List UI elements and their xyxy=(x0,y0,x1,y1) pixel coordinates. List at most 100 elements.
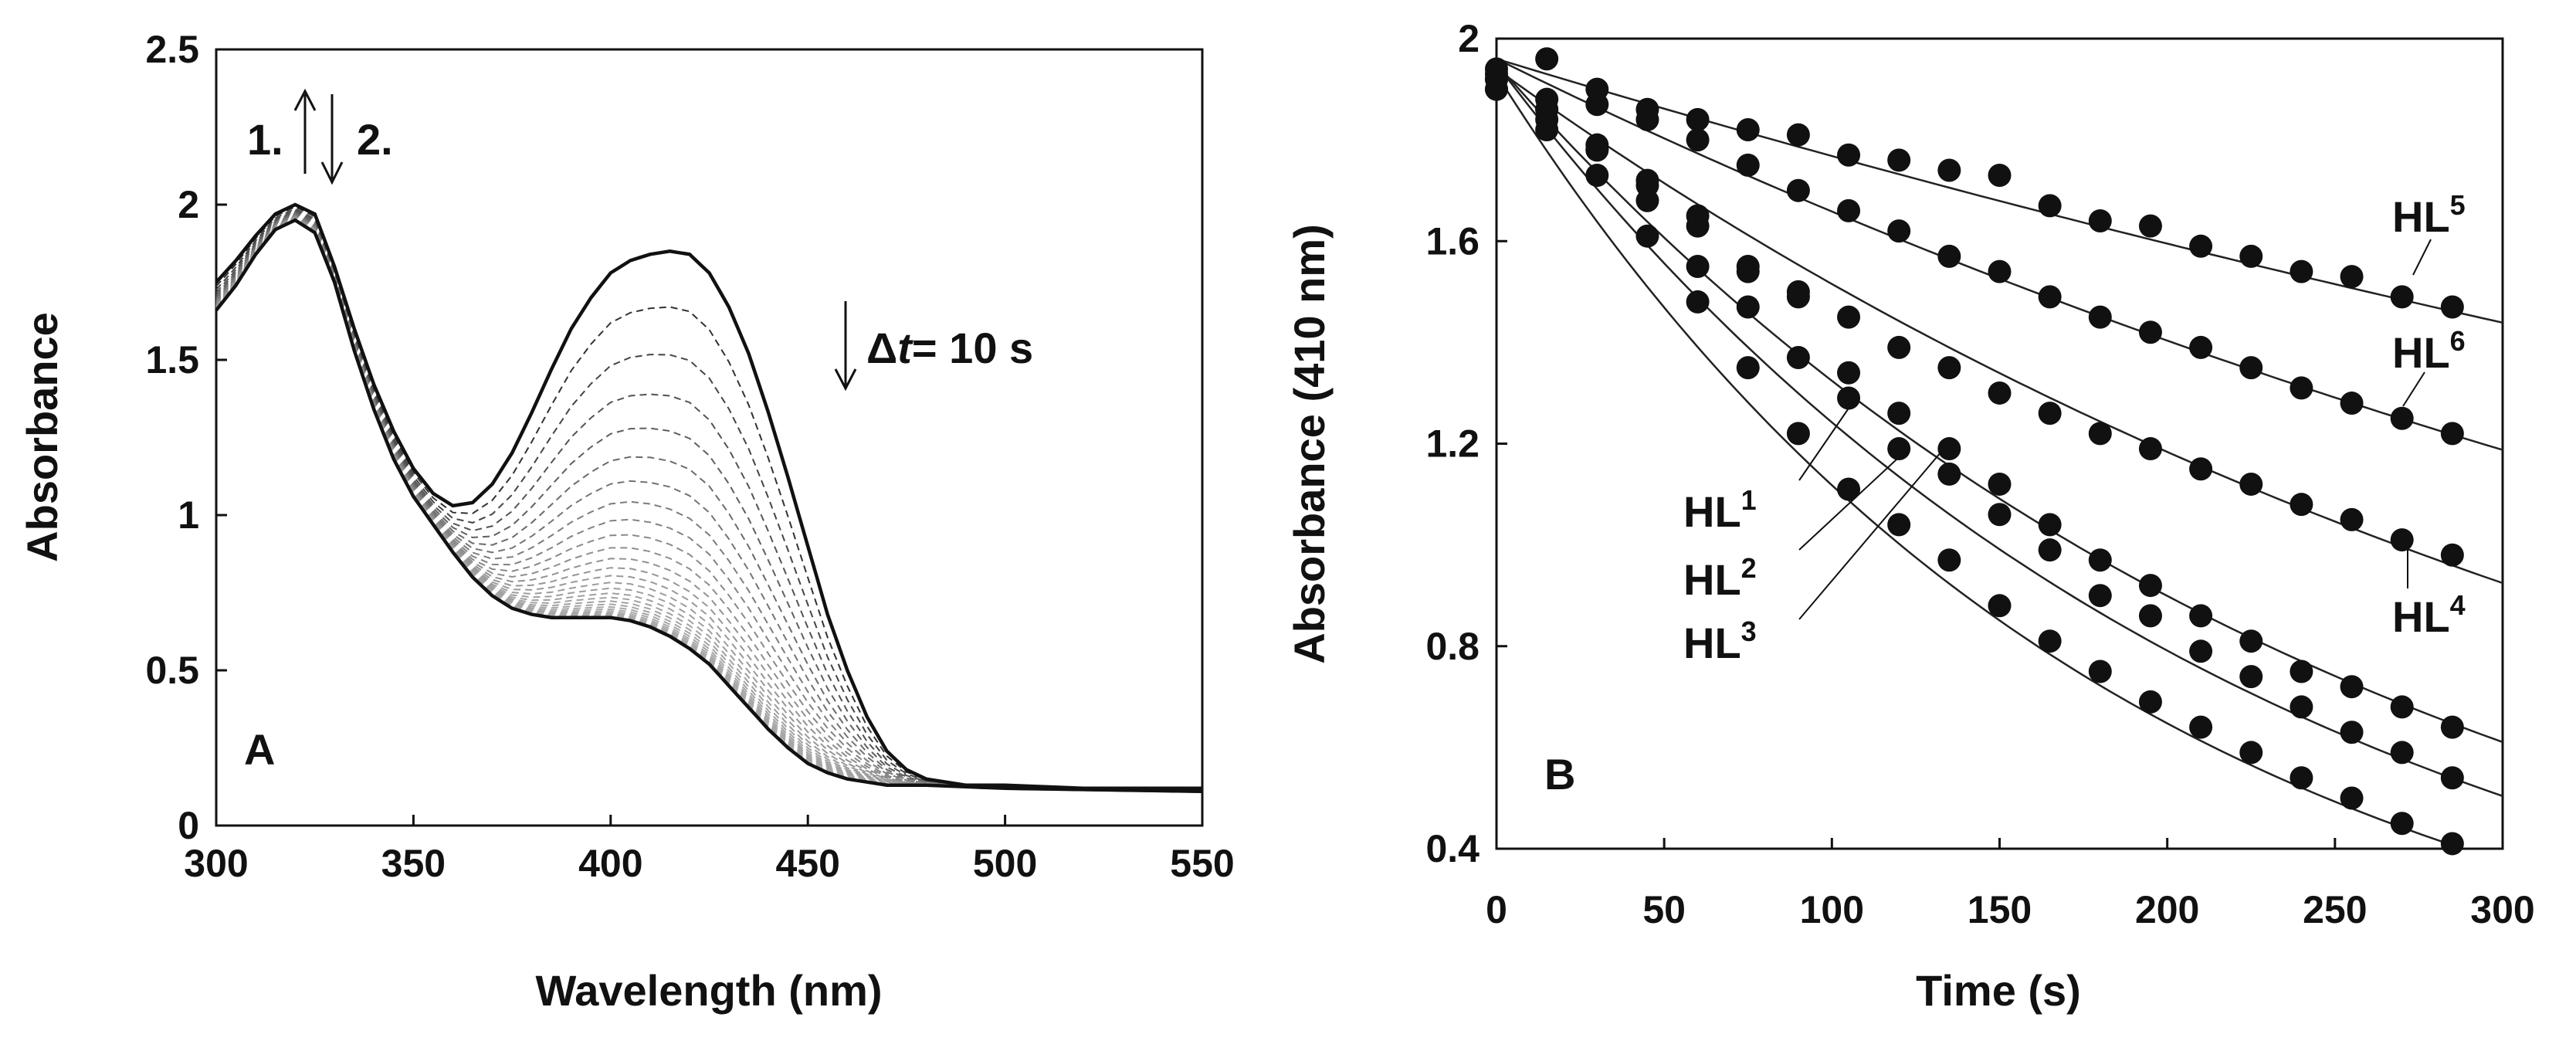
series-label-hl6: HL6 xyxy=(2392,325,2466,377)
data-point-hl4 xyxy=(2290,493,2313,517)
data-point-hl6 xyxy=(1937,244,1961,268)
leader-line-hl2 xyxy=(1798,449,1908,551)
panel-b-y-tick-label: 0.4 xyxy=(1425,827,1480,870)
panel-a-y-tick-label: 0 xyxy=(178,804,199,847)
arrow-down-icon xyxy=(320,94,344,185)
panel-a-y-tick-label: 0.5 xyxy=(145,649,199,692)
data-point-hl5 xyxy=(1736,118,1760,142)
data-point-hl6 xyxy=(2038,285,2062,309)
data-point-hl6 xyxy=(2340,392,2364,415)
data-point-hl2 xyxy=(1887,437,1911,461)
data-point-hl5 xyxy=(1686,107,1710,131)
data-point-hl4 xyxy=(2189,457,2213,481)
series-label-hl3-sup: 3 xyxy=(1741,615,1757,647)
data-point-hl6 xyxy=(2239,356,2263,380)
data-point-hl2 xyxy=(2440,766,2464,790)
data-point-hl1 xyxy=(1887,513,1911,537)
series-label-hl2-sup: 2 xyxy=(1741,552,1757,584)
data-point-hl1 xyxy=(2038,629,2062,653)
data-point-hl1 xyxy=(1937,548,1961,572)
panel-b-y-tick-label: 1.6 xyxy=(1425,219,1480,263)
data-point-hl4 xyxy=(1937,356,1961,380)
data-point-hl3 xyxy=(2390,695,2414,719)
panel-a-ticks: 300 350 400 450 500 550 0 0.5 1 1.5 2 2.5 xyxy=(145,28,1234,885)
intermediate-spectrum xyxy=(215,209,1203,791)
panel-a-x-tick-label: 450 xyxy=(775,842,839,885)
data-point-hl1 xyxy=(1786,422,1810,446)
data-point-hl2 xyxy=(2390,741,2414,765)
intermediate-spectrum xyxy=(215,215,1203,792)
data-point-hl2 xyxy=(2138,604,2162,628)
data-point-hl2 xyxy=(2038,538,2062,562)
data-point-hl1 xyxy=(1585,164,1609,188)
data-point-hl4 xyxy=(2038,402,2062,426)
data-point-hl6 xyxy=(1585,93,1609,117)
data-point-hl1 xyxy=(2390,812,2414,836)
data-point-hl6 xyxy=(2189,335,2213,359)
data-point-hl2 xyxy=(2189,639,2213,663)
data-point-hl3 xyxy=(2239,629,2263,653)
data-point-hl3 xyxy=(2290,660,2313,683)
panel-a-x-tick-label: 300 xyxy=(184,842,248,885)
initial-spectrum xyxy=(215,202,1202,791)
panel-a-spectra xyxy=(215,202,1203,794)
data-point-hl6 xyxy=(1988,259,2012,283)
data-point-hl6 xyxy=(2088,305,2112,329)
series-label-hl5: HL5 xyxy=(2392,189,2466,241)
series-label-hl3: HL3 xyxy=(1683,615,1757,667)
leader-line-hl3 xyxy=(1798,441,1951,620)
data-point-hl3 xyxy=(2189,604,2213,628)
data-point-hl1 xyxy=(2088,660,2112,683)
data-point-hl5 xyxy=(2138,214,2162,238)
data-point-hl6 xyxy=(1535,87,1559,111)
panel-a-x-tick-label: 350 xyxy=(381,842,446,885)
data-point-hl5 xyxy=(1837,143,1861,167)
series-label-hl2-base: HL xyxy=(1683,555,1741,604)
data-point-hl1 xyxy=(1837,477,1861,501)
data-point-hl5 xyxy=(2189,234,2213,258)
data-point-hl5 xyxy=(2088,209,2112,233)
data-point-hl2 xyxy=(2340,721,2364,744)
data-point-hl1 xyxy=(1635,224,1659,248)
data-point-hl6 xyxy=(2440,422,2464,446)
data-point-hl4 xyxy=(1837,305,1861,329)
data-point-hl5 xyxy=(1937,158,1961,182)
series-label-hl4-base: HL xyxy=(2392,592,2450,641)
annotation-step-2: 2. xyxy=(357,115,393,164)
data-point-hl1 xyxy=(1686,290,1710,314)
series-label-hl6-base: HL xyxy=(2392,328,2450,377)
panel-b-chart: 0 50 100 150 200 250 300 0.4 0.8 1.2 1.6 2 Absorban… xyxy=(1285,17,2535,1015)
panel-a-annotations: 1. 2. Δt= 10 s A xyxy=(244,88,1033,774)
data-point-hl6 xyxy=(2138,320,2162,344)
data-point-hl6 xyxy=(1837,198,1861,222)
data-point-hl4 xyxy=(2390,528,2414,552)
data-point-hl2 xyxy=(1988,503,2012,527)
panel-b-x-tick-label: 100 xyxy=(1800,888,1864,931)
panel-b-data-points xyxy=(1485,47,2464,856)
fit-curve-hl4 xyxy=(1496,68,2503,585)
data-point-hl4 xyxy=(2440,543,2464,567)
panel-b-y-tick-label: 1.2 xyxy=(1425,422,1480,466)
data-point-hl2 xyxy=(2290,695,2313,719)
data-point-hl2 xyxy=(1736,295,1760,319)
panel-a-x-tick-label: 500 xyxy=(973,842,1037,885)
annotation-delta-t: Δt= 10 s xyxy=(866,324,1033,372)
data-point-hl5 xyxy=(2340,265,2364,289)
data-point-hl4 xyxy=(1736,259,1760,283)
annotation-step-1: 1. xyxy=(247,115,283,164)
data-point-hl3 xyxy=(2138,574,2162,598)
panel-b-ticks: 0 50 100 150 200 250 300 0.4 0.8 1.2 1.6 2 xyxy=(1425,17,2534,931)
panel-b-y-tick-label: 0.8 xyxy=(1425,625,1480,668)
panel-a-y-axis-label: Absorbance xyxy=(18,312,66,562)
panel-b-x-tick-label: 50 xyxy=(1642,888,1686,931)
data-point-hl5 xyxy=(2290,259,2313,283)
series-label-hl3-base: HL xyxy=(1683,619,1741,667)
delta-t-arrow-down-icon xyxy=(834,301,857,392)
data-point-hl3 xyxy=(2038,513,2062,537)
data-point-hl3 xyxy=(1937,437,1961,461)
fit-curve-hl5 xyxy=(1496,58,2503,324)
series-label-hl2: HL2 xyxy=(1683,552,1757,604)
panel-a-y-tick-label: 2 xyxy=(178,183,199,226)
data-point-hl4 xyxy=(2088,422,2112,446)
